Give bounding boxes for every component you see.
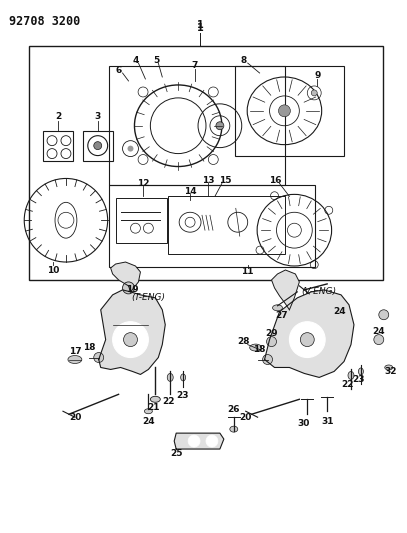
Text: 24: 24 — [333, 307, 346, 316]
Text: 5: 5 — [153, 55, 160, 64]
Circle shape — [311, 90, 317, 96]
Ellipse shape — [167, 374, 173, 382]
Polygon shape — [99, 290, 165, 375]
Text: 18: 18 — [83, 343, 95, 352]
Text: 6: 6 — [116, 66, 122, 75]
Text: 24: 24 — [142, 417, 155, 426]
Text: 25: 25 — [170, 449, 182, 457]
Ellipse shape — [144, 409, 152, 414]
Text: 2: 2 — [55, 112, 61, 122]
Circle shape — [379, 310, 389, 320]
Text: 24: 24 — [372, 327, 385, 336]
Ellipse shape — [348, 372, 354, 379]
Text: 23: 23 — [176, 391, 188, 400]
Bar — [109, 185, 315, 267]
Text: (T-ENG): (T-ENG) — [131, 293, 165, 302]
Circle shape — [124, 333, 138, 346]
Text: 9: 9 — [314, 70, 320, 79]
Ellipse shape — [181, 374, 186, 381]
Circle shape — [278, 105, 291, 117]
Bar — [43, 131, 73, 160]
Bar — [29, 46, 383, 280]
Text: 10: 10 — [47, 266, 59, 276]
Polygon shape — [111, 262, 140, 292]
Circle shape — [206, 435, 218, 447]
Circle shape — [289, 322, 325, 358]
Text: 13: 13 — [202, 176, 214, 185]
Ellipse shape — [359, 368, 363, 375]
Text: 92708 3200: 92708 3200 — [9, 15, 81, 28]
Text: 12: 12 — [137, 179, 150, 188]
Text: 29: 29 — [265, 329, 278, 338]
Text: 20: 20 — [240, 413, 252, 422]
Circle shape — [216, 122, 224, 130]
Text: 3: 3 — [94, 112, 101, 122]
Text: 27: 27 — [275, 311, 288, 320]
Text: 15: 15 — [219, 176, 231, 185]
Circle shape — [300, 333, 314, 346]
Text: 1: 1 — [197, 23, 204, 33]
Text: 4: 4 — [132, 55, 139, 64]
Text: 18: 18 — [254, 345, 266, 354]
Circle shape — [267, 337, 276, 346]
Text: 26: 26 — [228, 405, 240, 414]
Text: 22: 22 — [162, 397, 175, 406]
Bar — [235, 66, 344, 156]
Bar — [83, 131, 113, 160]
Ellipse shape — [273, 305, 282, 311]
Circle shape — [188, 435, 200, 447]
Text: 32: 32 — [385, 367, 397, 376]
Polygon shape — [265, 290, 354, 377]
Circle shape — [127, 146, 133, 151]
Text: 19: 19 — [126, 285, 139, 294]
Text: 31: 31 — [321, 417, 333, 426]
Text: 28: 28 — [237, 337, 250, 346]
Bar — [116, 198, 167, 243]
Text: 14: 14 — [184, 187, 197, 196]
Ellipse shape — [68, 356, 82, 364]
Text: 22: 22 — [341, 380, 353, 389]
Circle shape — [94, 352, 104, 362]
Circle shape — [263, 354, 273, 365]
Circle shape — [94, 142, 102, 150]
Ellipse shape — [230, 426, 238, 432]
Circle shape — [113, 322, 149, 358]
Text: 23: 23 — [353, 375, 365, 384]
Ellipse shape — [249, 344, 262, 351]
Text: 1: 1 — [197, 20, 204, 30]
Text: 8: 8 — [241, 55, 247, 64]
Polygon shape — [174, 433, 224, 449]
Text: 16: 16 — [269, 176, 282, 185]
Text: 21: 21 — [147, 403, 160, 412]
Circle shape — [374, 335, 384, 345]
Text: 30: 30 — [297, 419, 309, 427]
Polygon shape — [271, 270, 299, 310]
Ellipse shape — [150, 397, 160, 402]
Text: 11: 11 — [241, 268, 254, 277]
Bar — [168, 196, 285, 254]
Text: 7: 7 — [192, 61, 198, 69]
Text: (V-ENG): (V-ENG) — [302, 287, 337, 296]
Text: 20: 20 — [70, 413, 82, 422]
Bar — [109, 66, 285, 185]
Text: 17: 17 — [68, 347, 81, 356]
Ellipse shape — [385, 365, 393, 370]
Circle shape — [123, 282, 134, 294]
